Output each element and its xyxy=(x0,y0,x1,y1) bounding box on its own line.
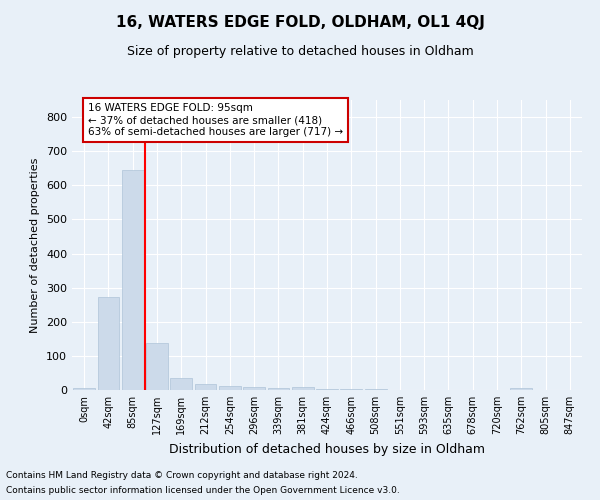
Text: Size of property relative to detached houses in Oldham: Size of property relative to detached ho… xyxy=(127,45,473,58)
Text: Contains public sector information licensed under the Open Government Licence v3: Contains public sector information licen… xyxy=(6,486,400,495)
Bar xyxy=(268,388,289,390)
Text: 16, WATERS EDGE FOLD, OLDHAM, OL1 4QJ: 16, WATERS EDGE FOLD, OLDHAM, OL1 4QJ xyxy=(116,15,484,30)
Bar xyxy=(170,378,192,390)
Y-axis label: Number of detached properties: Number of detached properties xyxy=(31,158,40,332)
Bar xyxy=(365,389,386,390)
Bar xyxy=(219,386,241,390)
Bar xyxy=(316,388,338,390)
Bar xyxy=(511,388,532,390)
Bar xyxy=(340,388,362,390)
Text: 16 WATERS EDGE FOLD: 95sqm
← 37% of detached houses are smaller (418)
63% of sem: 16 WATERS EDGE FOLD: 95sqm ← 37% of deta… xyxy=(88,104,343,136)
Bar xyxy=(292,387,314,390)
Bar xyxy=(122,170,143,390)
Bar xyxy=(243,388,265,390)
Bar xyxy=(73,388,95,390)
Text: Contains HM Land Registry data © Crown copyright and database right 2024.: Contains HM Land Registry data © Crown c… xyxy=(6,471,358,480)
Bar xyxy=(97,297,119,390)
Bar xyxy=(146,344,168,390)
Bar xyxy=(194,384,217,390)
X-axis label: Distribution of detached houses by size in Oldham: Distribution of detached houses by size … xyxy=(169,442,485,456)
